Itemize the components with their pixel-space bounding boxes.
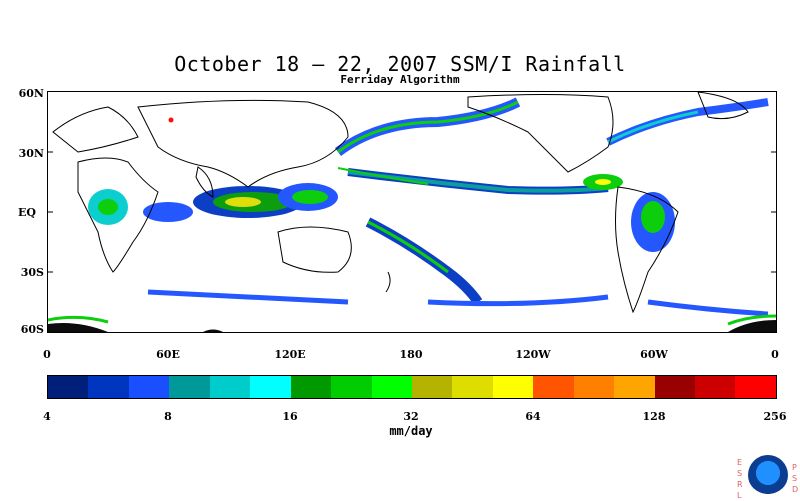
colorbar-swatch-10 <box>452 376 493 398</box>
lat-label-60s: 60S <box>20 323 44 336</box>
map-subtitle: Ferriday Algorithm <box>340 73 460 86</box>
colorbar-tick-32: 32 <box>403 410 419 423</box>
colorbar-swatch-4 <box>209 376 251 398</box>
lon-label-0-right: 0 <box>771 348 779 361</box>
colorbar-swatch-17 <box>735 376 776 398</box>
colorbar-tick-16: 16 <box>282 410 298 423</box>
colorbar-tick-4: 4 <box>43 410 51 423</box>
lon-label-0-left: 0 <box>43 348 51 361</box>
colorbar-swatch-12 <box>533 376 574 398</box>
rainfall-map <box>47 91 777 333</box>
colorbar-tick-64: 64 <box>525 410 541 423</box>
colorbar-tick-256: 256 <box>763 410 787 423</box>
colorbar-swatch-13 <box>573 376 615 398</box>
colorbar-swatch-15 <box>654 376 695 398</box>
colorbar-swatch-2 <box>128 376 170 398</box>
colorbar-swatch-0 <box>48 376 89 398</box>
rain-bands <box>48 97 776 332</box>
colorbar-tick-128: 128 <box>642 410 666 423</box>
noaa-logo <box>748 455 788 495</box>
lon-label-120w: 120W <box>515 348 551 361</box>
continent-outlines <box>52 92 749 314</box>
colorbar-swatch-5 <box>250 376 291 398</box>
colorbar-swatch-8 <box>371 376 412 398</box>
lat-label-60n: 60N <box>18 87 44 100</box>
colorbar-swatch-16 <box>695 376 736 398</box>
lon-label-120e: 120E <box>274 348 306 361</box>
lon-label-60w: 60W <box>640 348 668 361</box>
map-title: October 18 – 22, 2007 SSM/I Rainfall <box>174 52 626 76</box>
colorbar-swatch-7 <box>331 376 372 398</box>
colorbar-swatch-11 <box>492 376 534 398</box>
colorbar-swatch-9 <box>411 376 453 398</box>
colorbar-tick-8: 8 <box>164 410 172 423</box>
rainfall-map-svg <box>48 92 776 332</box>
colorbar-swatch-6 <box>290 376 332 398</box>
colorbar <box>47 375 777 399</box>
lat-label-30s: 30S <box>20 266 44 279</box>
colorbar-swatch-3 <box>169 376 210 398</box>
lat-label-30n: 30N <box>18 147 44 160</box>
colorbar-swatch-1 <box>88 376 129 398</box>
lon-label-180: 180 <box>399 348 423 361</box>
lon-label-60e: 60E <box>156 348 180 361</box>
colorbar-swatch-14 <box>614 376 655 398</box>
lat-label-eq: EQ <box>18 206 36 219</box>
colorbar-unit: mm/day <box>389 424 433 438</box>
